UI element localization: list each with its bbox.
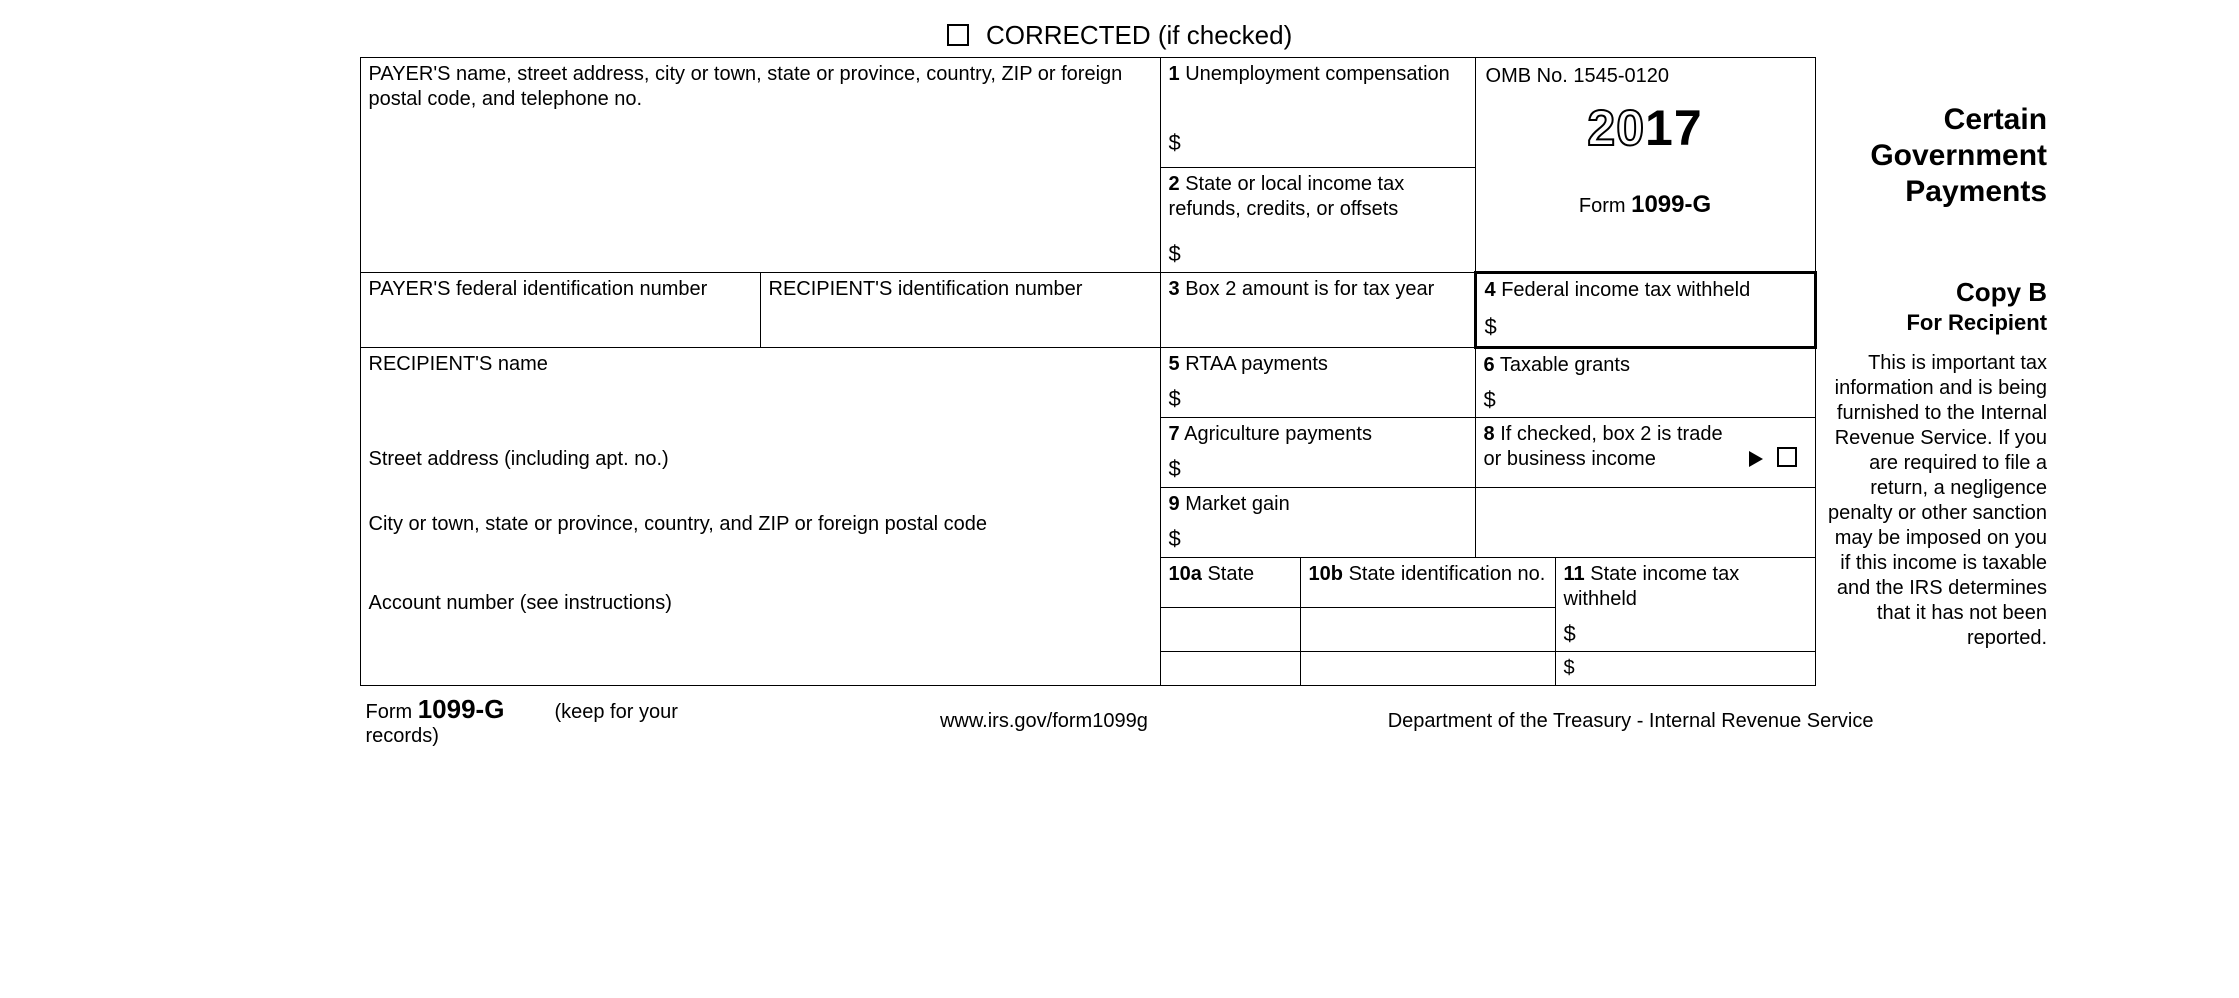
copyb-cell: Copy B For Recipient bbox=[1815, 272, 2055, 347]
box8-num: 8 bbox=[1484, 423, 1495, 445]
form-table: PAYER'S name, street address, city or to… bbox=[360, 57, 2056, 686]
footer-url: www.irs.gov/form1099g bbox=[742, 694, 1347, 748]
payer-info-cell[interactable]: PAYER'S name, street address, city or to… bbox=[360, 58, 1160, 273]
title-line3: Payments bbox=[1824, 174, 2048, 210]
form-label-prefix: Form bbox=[1579, 195, 1631, 217]
box1-num: 1 bbox=[1169, 63, 1180, 85]
triangle-icon bbox=[1749, 451, 1763, 467]
recipient-id-label: RECIPIENT'S identification number bbox=[769, 278, 1083, 300]
account-number-label: Account number (see instructions) bbox=[369, 591, 1152, 616]
box4-dollar: $ bbox=[1485, 305, 1806, 341]
payer-info-label: PAYER'S name, street address, city or to… bbox=[369, 63, 1123, 110]
box7-label: Agriculture payments bbox=[1184, 423, 1372, 445]
year-outline: 20 bbox=[1587, 100, 1645, 156]
box2-dollar: $ bbox=[1169, 232, 1467, 268]
box7-dollar: $ bbox=[1169, 447, 1467, 483]
box10a-num: 10a bbox=[1169, 563, 1202, 585]
box4-num: 4 bbox=[1485, 279, 1496, 301]
recipient-id-cell[interactable]: RECIPIENT'S identification number bbox=[760, 272, 1160, 347]
notice-cell: This is important tax information and is… bbox=[1815, 347, 2055, 686]
copy-b: Copy B bbox=[1825, 276, 2048, 309]
box10b-num: 10b bbox=[1309, 563, 1343, 585]
box11-row2[interactable]: $ bbox=[1555, 652, 1815, 686]
box11-dollar1: $ bbox=[1564, 612, 1807, 648]
box1-dollar: $ bbox=[1169, 121, 1467, 157]
corrected-row: CORRECTED (if checked) bbox=[360, 20, 1880, 51]
box11-label: State income tax withheld bbox=[1564, 563, 1740, 610]
box10a-val1[interactable] bbox=[1160, 607, 1300, 651]
box4-cell[interactable]: 4 Federal income tax withheld $ bbox=[1475, 272, 1815, 347]
box8-label: If checked, box 2 is trade or business i… bbox=[1484, 423, 1723, 470]
box5-cell[interactable]: 5 RTAA payments $ bbox=[1160, 347, 1475, 418]
street-label: Street address (including apt. no.) bbox=[369, 447, 1152, 472]
footer-form-prefix: Form bbox=[366, 701, 418, 723]
title-line2: Government bbox=[1824, 138, 2048, 174]
box2-cell[interactable]: 2 State or local income tax refunds, cre… bbox=[1160, 168, 1475, 273]
box7-cell[interactable]: 7 Agriculture payments $ bbox=[1160, 418, 1475, 488]
box7-num: 7 bbox=[1169, 423, 1180, 445]
footer-form-num: 1099-G bbox=[418, 694, 505, 724]
box10b-label: State identification no. bbox=[1349, 563, 1546, 585]
city-label: City or town, state or province, country… bbox=[369, 512, 1152, 537]
box11-dollar2: $ bbox=[1564, 657, 1575, 679]
payer-fed-cell[interactable]: PAYER'S federal identification number bbox=[360, 272, 760, 347]
notice-text: This is important tax information and is… bbox=[1828, 352, 2047, 649]
footer-row: Form 1099-G (keep for your records) www.… bbox=[360, 686, 1880, 750]
for-recipient: For Recipient bbox=[1825, 309, 2048, 337]
box6-cell[interactable]: 6 Taxable grants $ bbox=[1475, 347, 1815, 418]
box9-label: Market gain bbox=[1185, 493, 1290, 515]
box10b-val1[interactable] bbox=[1300, 607, 1555, 651]
recipient-name-block[interactable]: RECIPIENT'S name Street address (includi… bbox=[360, 347, 1160, 557]
omb-number: OMB No. 1545-0120 bbox=[1484, 62, 1807, 97]
footer-form: Form 1099-G (keep for your records) bbox=[362, 694, 740, 748]
box5-num: 5 bbox=[1169, 353, 1180, 375]
footer-dept: Department of the Treasury - Internal Re… bbox=[1348, 694, 1877, 748]
box10b-val2[interactable] bbox=[1300, 652, 1555, 686]
omb-year-cell: OMB No. 1545-0120 2017 Form 1099-G bbox=[1475, 58, 1815, 273]
form-title-cell: Certain Government Payments bbox=[1815, 58, 2055, 273]
box3-label: Box 2 amount is for tax year bbox=[1185, 278, 1434, 300]
form-number: Form 1099-G bbox=[1484, 190, 1807, 220]
box1-label: Unemployment compensation bbox=[1185, 63, 1450, 85]
box9-right-empty bbox=[1475, 488, 1815, 558]
box8-checkbox[interactable] bbox=[1777, 447, 1797, 467]
box11-num: 11 bbox=[1564, 563, 1585, 585]
box9-num: 9 bbox=[1169, 493, 1180, 515]
account-number-cell[interactable]: Account number (see instructions) bbox=[360, 557, 1160, 686]
box5-label: RTAA payments bbox=[1185, 353, 1328, 375]
box10a-header: 10a State bbox=[1160, 557, 1300, 607]
box4-label: Federal income tax withheld bbox=[1501, 279, 1750, 301]
year-bold: 17 bbox=[1645, 100, 1703, 156]
box3-num: 3 bbox=[1169, 278, 1180, 300]
form-label-num: 1099-G bbox=[1631, 191, 1711, 218]
title-line1: Certain bbox=[1824, 102, 2048, 138]
box10a-val2[interactable] bbox=[1160, 652, 1300, 686]
form-1099g: CORRECTED (if checked) PAYER'S name, str… bbox=[360, 20, 1880, 750]
box2-label: State or local income tax refunds, credi… bbox=[1169, 173, 1405, 220]
payer-fed-label: PAYER'S federal identification number bbox=[369, 278, 708, 300]
tax-year: 2017 bbox=[1484, 97, 1807, 160]
box11-row1[interactable]: 11 State income tax withheld $ bbox=[1555, 557, 1815, 652]
recipient-name-label: RECIPIENT'S name bbox=[369, 352, 1152, 377]
box9-cell[interactable]: 9 Market gain $ bbox=[1160, 488, 1475, 558]
box3-cell[interactable]: 3 Box 2 amount is for tax year bbox=[1160, 272, 1475, 347]
box2-num: 2 bbox=[1169, 173, 1180, 195]
box10a-label: State bbox=[1207, 563, 1254, 585]
box5-dollar: $ bbox=[1169, 377, 1467, 413]
box8-cell: 8 If checked, box 2 is trade or business… bbox=[1475, 418, 1815, 488]
box6-label: Taxable grants bbox=[1500, 354, 1630, 376]
box6-num: 6 bbox=[1484, 354, 1495, 376]
box6-dollar: $ bbox=[1484, 378, 1807, 414]
box10b-header: 10b State identification no. bbox=[1300, 557, 1555, 607]
box1-cell[interactable]: 1 Unemployment compensation $ bbox=[1160, 58, 1475, 168]
box9-dollar: $ bbox=[1169, 517, 1467, 553]
corrected-label: CORRECTED (if checked) bbox=[986, 20, 1292, 50]
corrected-checkbox[interactable] bbox=[947, 24, 969, 46]
